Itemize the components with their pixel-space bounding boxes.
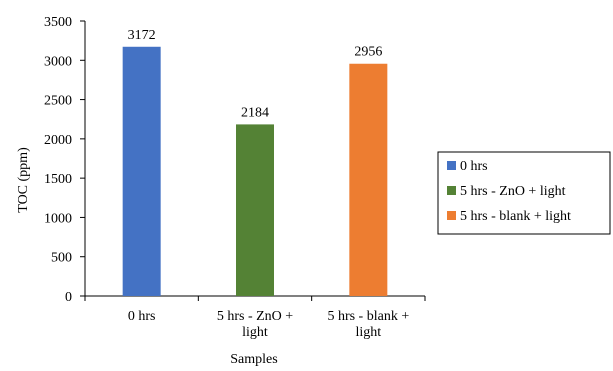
data-label-3: 2956	[354, 45, 382, 60]
legend-swatch-3	[447, 211, 456, 220]
legend-box	[437, 151, 611, 235]
bar-1	[122, 46, 161, 297]
y-axis-title: TOC (ppm)	[16, 147, 31, 213]
legend: 0 hrs 5 hrs - ZnO + light 5 hrs - blank + …	[437, 151, 611, 235]
legend-label-2: 5 hrs - ZnO + light	[460, 184, 566, 199]
x-tick-label-1: 0 hrs	[128, 309, 156, 324]
x-tick-label-2: 5 hrs - ZnO +	[217, 309, 293, 324]
bar-3	[349, 63, 388, 296]
y-tick-label: 2000	[44, 133, 72, 148]
plot-area: 0 500 1000 1500 2000 2500 3000 3500 3172 0 hrs 218…	[44, 15, 426, 340]
x-tick-label-3: 5 hrs - blank +	[327, 309, 409, 324]
legend-swatch-2	[447, 186, 456, 195]
y-tick-label: 500	[51, 251, 72, 266]
y-tick-label: 2500	[44, 94, 72, 109]
legend-label-1: 0 hrs	[460, 159, 488, 174]
data-label-2: 2184	[241, 105, 269, 120]
y-tick-label: 3000	[44, 54, 72, 69]
y-tick-label: 3500	[44, 15, 72, 30]
data-label-1: 3172	[128, 28, 156, 43]
x-axis-title: Samples	[230, 352, 277, 366]
y-tick-label: 1500	[44, 172, 72, 187]
x-tick-label-2: light	[242, 325, 268, 340]
y-tick-label: 0	[65, 290, 72, 305]
x-tick-label-3: light	[355, 325, 381, 340]
legend-swatch-1	[447, 161, 456, 170]
y-tick-label: 1000	[44, 211, 72, 226]
legend-label-3: 5 hrs - blank + light	[460, 209, 571, 224]
bar-2	[236, 124, 274, 297]
